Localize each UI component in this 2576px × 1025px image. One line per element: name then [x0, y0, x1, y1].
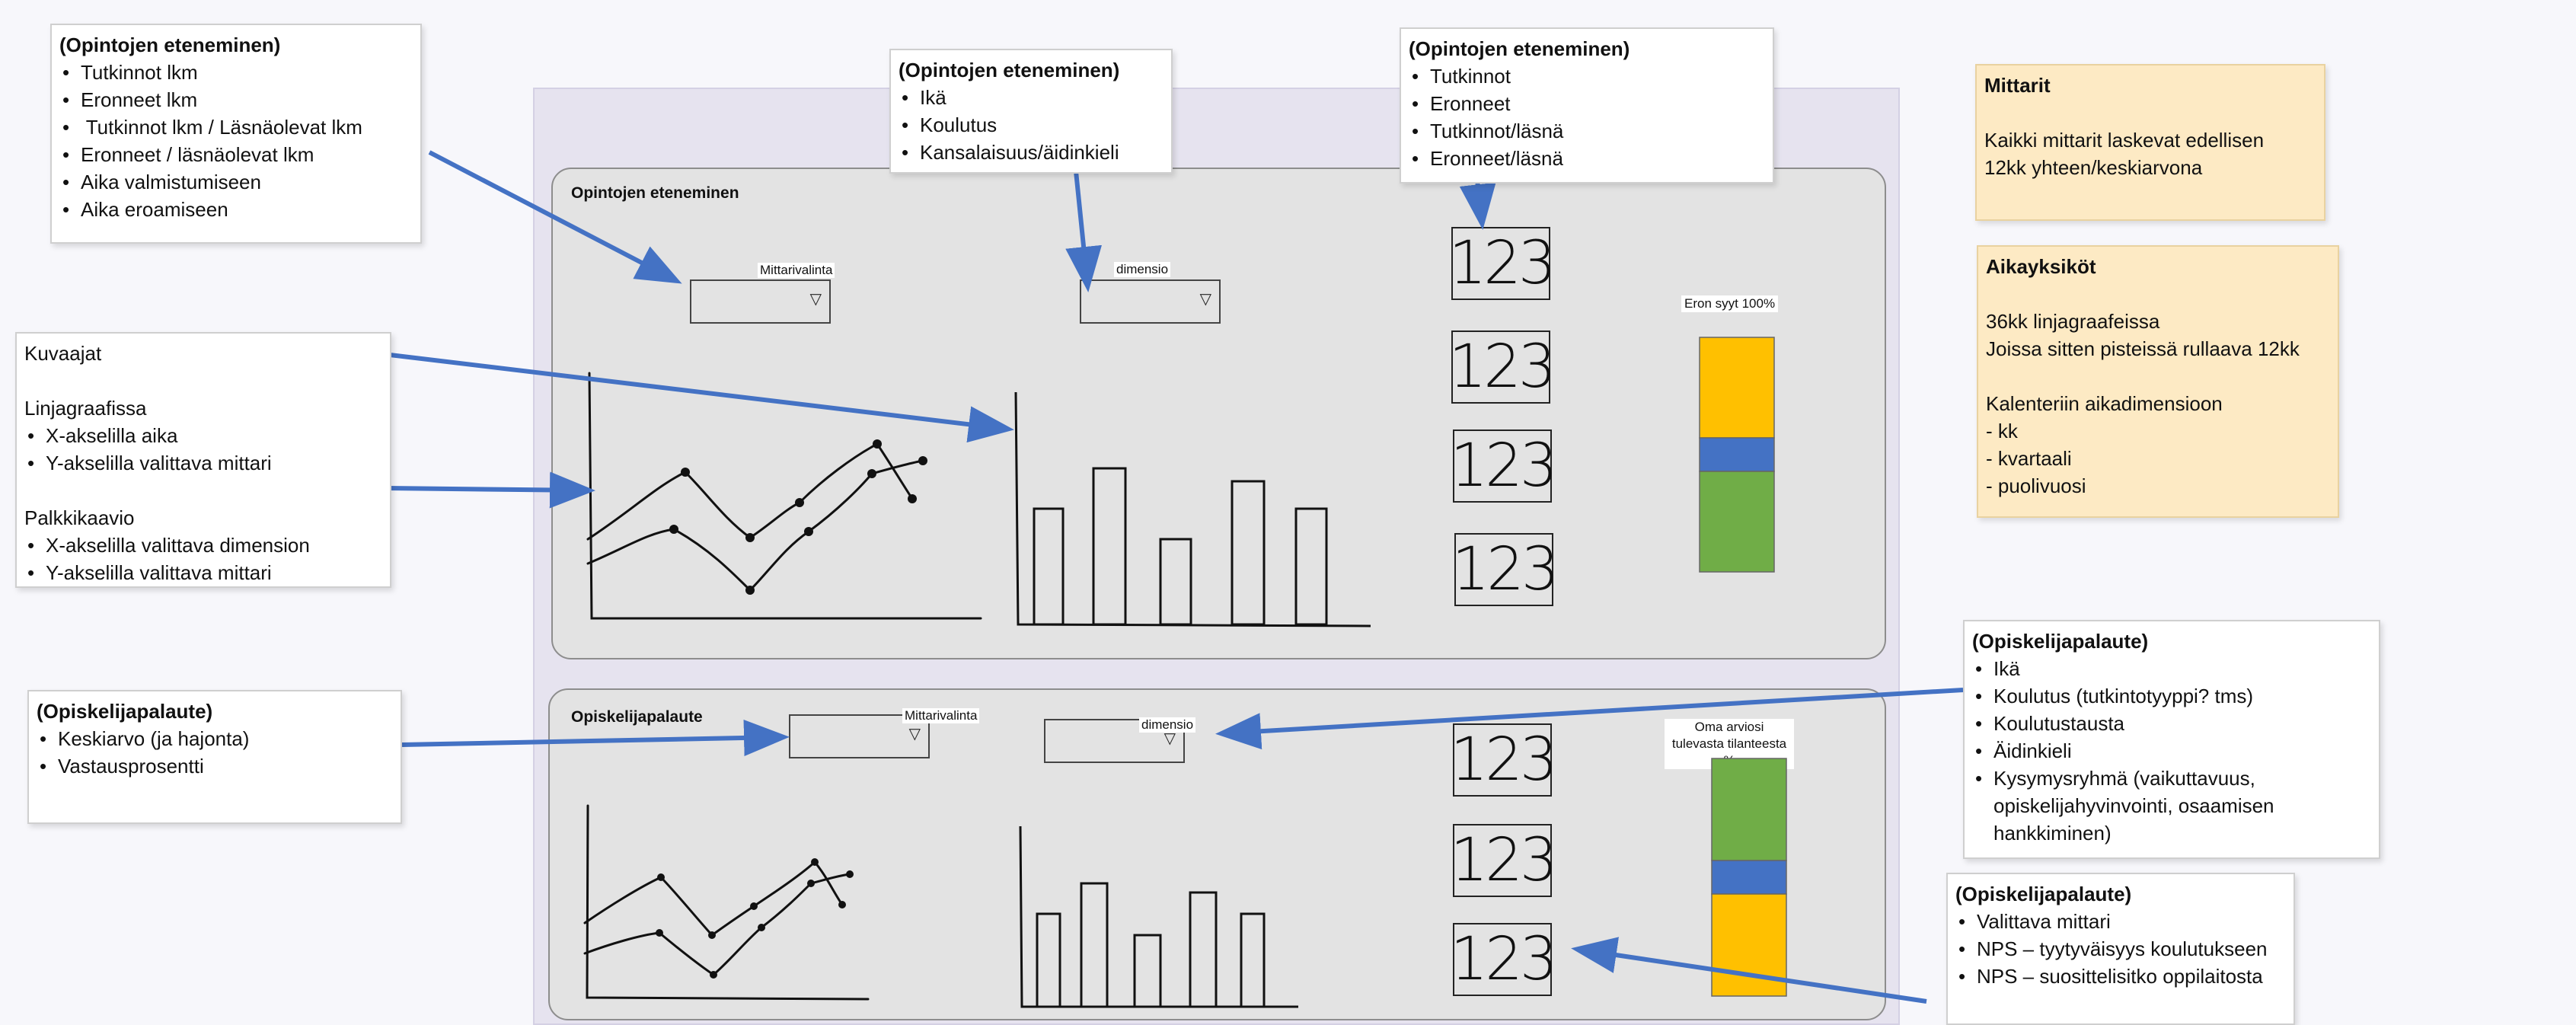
mittarit-note: Mittarit Kaikki mittarit laskevat edelli…: [1975, 64, 2325, 221]
list-item: Keskiarvo (ja hajonta): [37, 725, 393, 752]
list-item: Eronneet/läsnä: [1409, 145, 1765, 172]
kpi-eronneet: 123: [1449, 330, 1556, 404]
card-title: (Opiskelijapalaute): [1972, 630, 2149, 653]
mittarivalinta-label: Mittarivalinta: [758, 263, 835, 278]
card-title: (Opintojen eteneminen): [1409, 37, 1630, 60]
eron-syyt-stacked-bar: [1699, 337, 1775, 573]
kpi-list-card: (Opintojen eteneminen) Tutkinnot Eronnee…: [1400, 27, 1774, 184]
list-item: Tutkinnot/läsnä: [1409, 117, 1765, 145]
kpi-nps-tyytyvaisyys: 123: [1451, 824, 1557, 897]
panel-title: Opintojen eteneminen: [571, 184, 739, 202]
list-item: Koulutustausta: [1972, 710, 2371, 737]
linjagraafi-heading: Linjagraafissa: [24, 397, 147, 420]
mittarivalinta-dropdown[interactable]: ▽: [690, 279, 831, 324]
list-item: Y-akselilla valittava mittari: [24, 559, 382, 586]
chevron-down-icon: ▽: [908, 726, 921, 742]
note-line: Kaikki mittarit laskevat edellisen: [1984, 129, 2265, 152]
line-chart-sketch: [583, 804, 870, 1001]
palkkikaavio-heading: Palkkikaavio: [24, 506, 135, 529]
card-title: (Opiskelijapalaute): [37, 700, 213, 723]
panel-opintojen-eteneminen: Opintojen eteneminen: [551, 168, 1886, 659]
mittari-list-card: (Opintojen eteneminen) Tutkinnot lkm Ero…: [50, 24, 422, 244]
note-line: Joissa sitten pisteissä rullaava 12kk: [1986, 337, 2300, 360]
eron-syyt-label: Eron syyt 100%: [1681, 295, 1779, 312]
note-line: - puolivuosi: [1986, 474, 2086, 497]
aikayksikot-note: Aikayksiköt 36kk linjagraafeissa Joissa …: [1977, 245, 2339, 518]
kuvaajat-card: Kuvaajat Linjagraafissa X-akselilla aika…: [15, 332, 391, 588]
list-item: Kansalaisuus/äidinkieli: [899, 139, 1164, 166]
mittarivalinta-dropdown[interactable]: ▽: [789, 714, 930, 758]
panel-title: Opiskelijapalaute: [571, 708, 703, 726]
card-title: (Opiskelijapalaute): [1955, 883, 2132, 905]
list-item: Ikä: [1972, 655, 2371, 682]
palaute-kpi-card: (Opiskelijapalaute) Valittava mittari NP…: [1946, 873, 2295, 1025]
list-item: Aika valmistumiseen: [59, 168, 413, 196]
bar-chart-sketch: [1019, 825, 1298, 1008]
card-title: (Opintojen eteneminen): [899, 59, 1120, 81]
arrow-to-palaute-kpi: [1571, 937, 1927, 1004]
list-item: NPS – suosittelisitko oppilaitosta: [1955, 963, 2286, 990]
list-item: Kysymysryhmä (vaikuttavuus, opiskelijahy…: [1972, 765, 2371, 847]
dimensio-dropdown[interactable]: ▽: [1080, 279, 1221, 324]
arrow-to-line-chart: [384, 471, 595, 509]
chevron-down-icon: ▽: [809, 291, 822, 308]
kpi-tutkinnot: 123: [1449, 227, 1556, 300]
list-item: Eronneet / läsnäolevat lkm: [59, 141, 413, 168]
line-chart-points: [669, 439, 927, 595]
list-item: X-akselilla aika: [24, 422, 382, 449]
line-chart-sketch: [586, 372, 982, 620]
list-item: Koulutus (tutkintotyyppi? tms): [1972, 682, 2371, 710]
list-item: Äidinkieli: [1972, 737, 2371, 765]
chevron-down-icon: ▽: [1164, 730, 1176, 747]
list-item: Tutkinnot lkm / Läsnäolevat lkm: [59, 113, 413, 141]
list-item: Tutkinnot lkm: [59, 59, 413, 86]
palaute-mittari-card: (Opiskelijapalaute) Keskiarvo (ja hajont…: [27, 690, 402, 824]
list-item: Y-akselilla valittava mittari: [24, 449, 382, 477]
palaute-dimensio-card: (Opiskelijapalaute) Ikä Koulutus (tutkin…: [1963, 620, 2380, 859]
list-item: X-akselilla valittava dimension: [24, 532, 382, 559]
note-title: Aikayksiköt: [1986, 255, 2096, 278]
bar-chart-sketch: [1014, 391, 1371, 627]
arrow-to-palaute-dimensio: [1215, 688, 1964, 750]
kpi-nps-suosittelu: 123: [1451, 923, 1557, 996]
list-item: Eronneet: [1409, 90, 1765, 117]
list-item: Koulutus: [899, 111, 1164, 139]
note-line: 36kk linjagraafeissa: [1986, 310, 2160, 333]
arrow-to-palaute-mittari: [401, 719, 790, 756]
dimensio-list-card: (Opintojen eteneminen) Ikä Koulutus Kans…: [889, 49, 1173, 174]
line-chart-points: [656, 858, 854, 979]
list-item: Ikä: [899, 84, 1164, 111]
kpi-tutkinnot-lasna: 123: [1451, 429, 1557, 503]
kpi-eronneet-lasna: 123: [1452, 533, 1559, 606]
note-title: Mittarit: [1984, 74, 2051, 97]
chevron-down-icon: ▽: [1199, 291, 1211, 308]
list-item: Vastausprosentti: [37, 752, 393, 780]
mittarivalinta-label: Mittarivalinta: [902, 708, 980, 723]
connector-arrows: [384, 133, 1964, 1004]
note-line: Kalenteriin aikadimensioon: [1986, 392, 2223, 415]
arrow-to-bar-chart: [389, 353, 1014, 443]
list-item: Tutkinnot: [1409, 62, 1765, 90]
note-line: 12kk yhteen/keskiarvona: [1984, 156, 2203, 179]
list-item: Aika eroamiseen: [59, 196, 413, 223]
oma-arviosi-line1: Oma arviosi: [1694, 720, 1764, 734]
note-line: - kvartaali: [1986, 447, 2072, 470]
oma-arviosi-stacked-bar: [1711, 758, 1787, 997]
list-item: Valittava mittari: [1955, 908, 2286, 935]
dimensio-dropdown[interactable]: ▽: [1044, 719, 1185, 763]
arrow-to-mittarivalinta: [428, 150, 682, 284]
card-title: (Opintojen eteneminen): [59, 34, 281, 56]
dimensio-label: dimensio: [1139, 717, 1196, 733]
kuvaajat-heading: Kuvaajat: [24, 342, 102, 365]
list-item: NPS – tyytyväisyys koulutukseen: [1955, 935, 2286, 963]
note-line: - kk: [1986, 420, 2018, 442]
list-item: Eronneet lkm: [59, 86, 413, 113]
dimensio-label: dimensio: [1114, 262, 1171, 277]
arrow-to-kpi: [1459, 179, 1496, 230]
kpi-valittava-mittari: 123: [1451, 723, 1557, 797]
